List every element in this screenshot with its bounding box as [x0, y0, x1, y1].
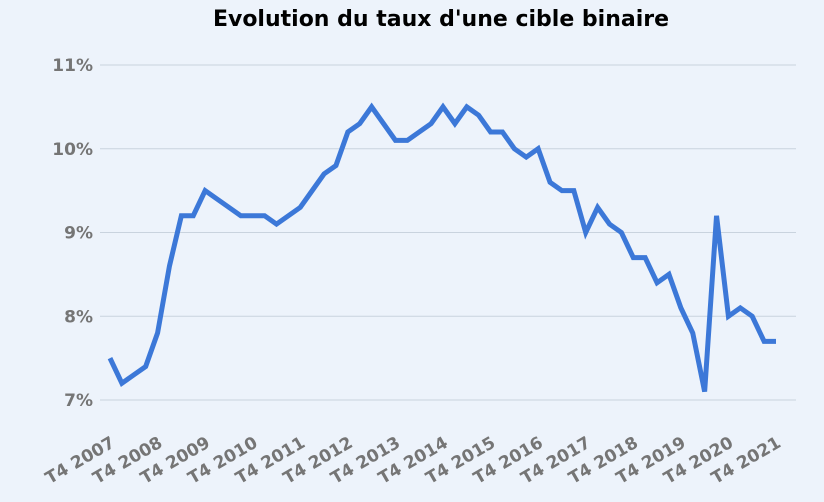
- y-tick-label: 7%: [64, 391, 93, 411]
- y-tick-label: 9%: [64, 224, 93, 244]
- data-line: [107, 102, 776, 393]
- y-tick-label: 11%: [52, 56, 93, 76]
- chart-title: Evolution du taux d'une cible binaire: [213, 7, 669, 32]
- y-tick-label: 10%: [52, 140, 93, 160]
- y-tick-label: 8%: [64, 307, 93, 327]
